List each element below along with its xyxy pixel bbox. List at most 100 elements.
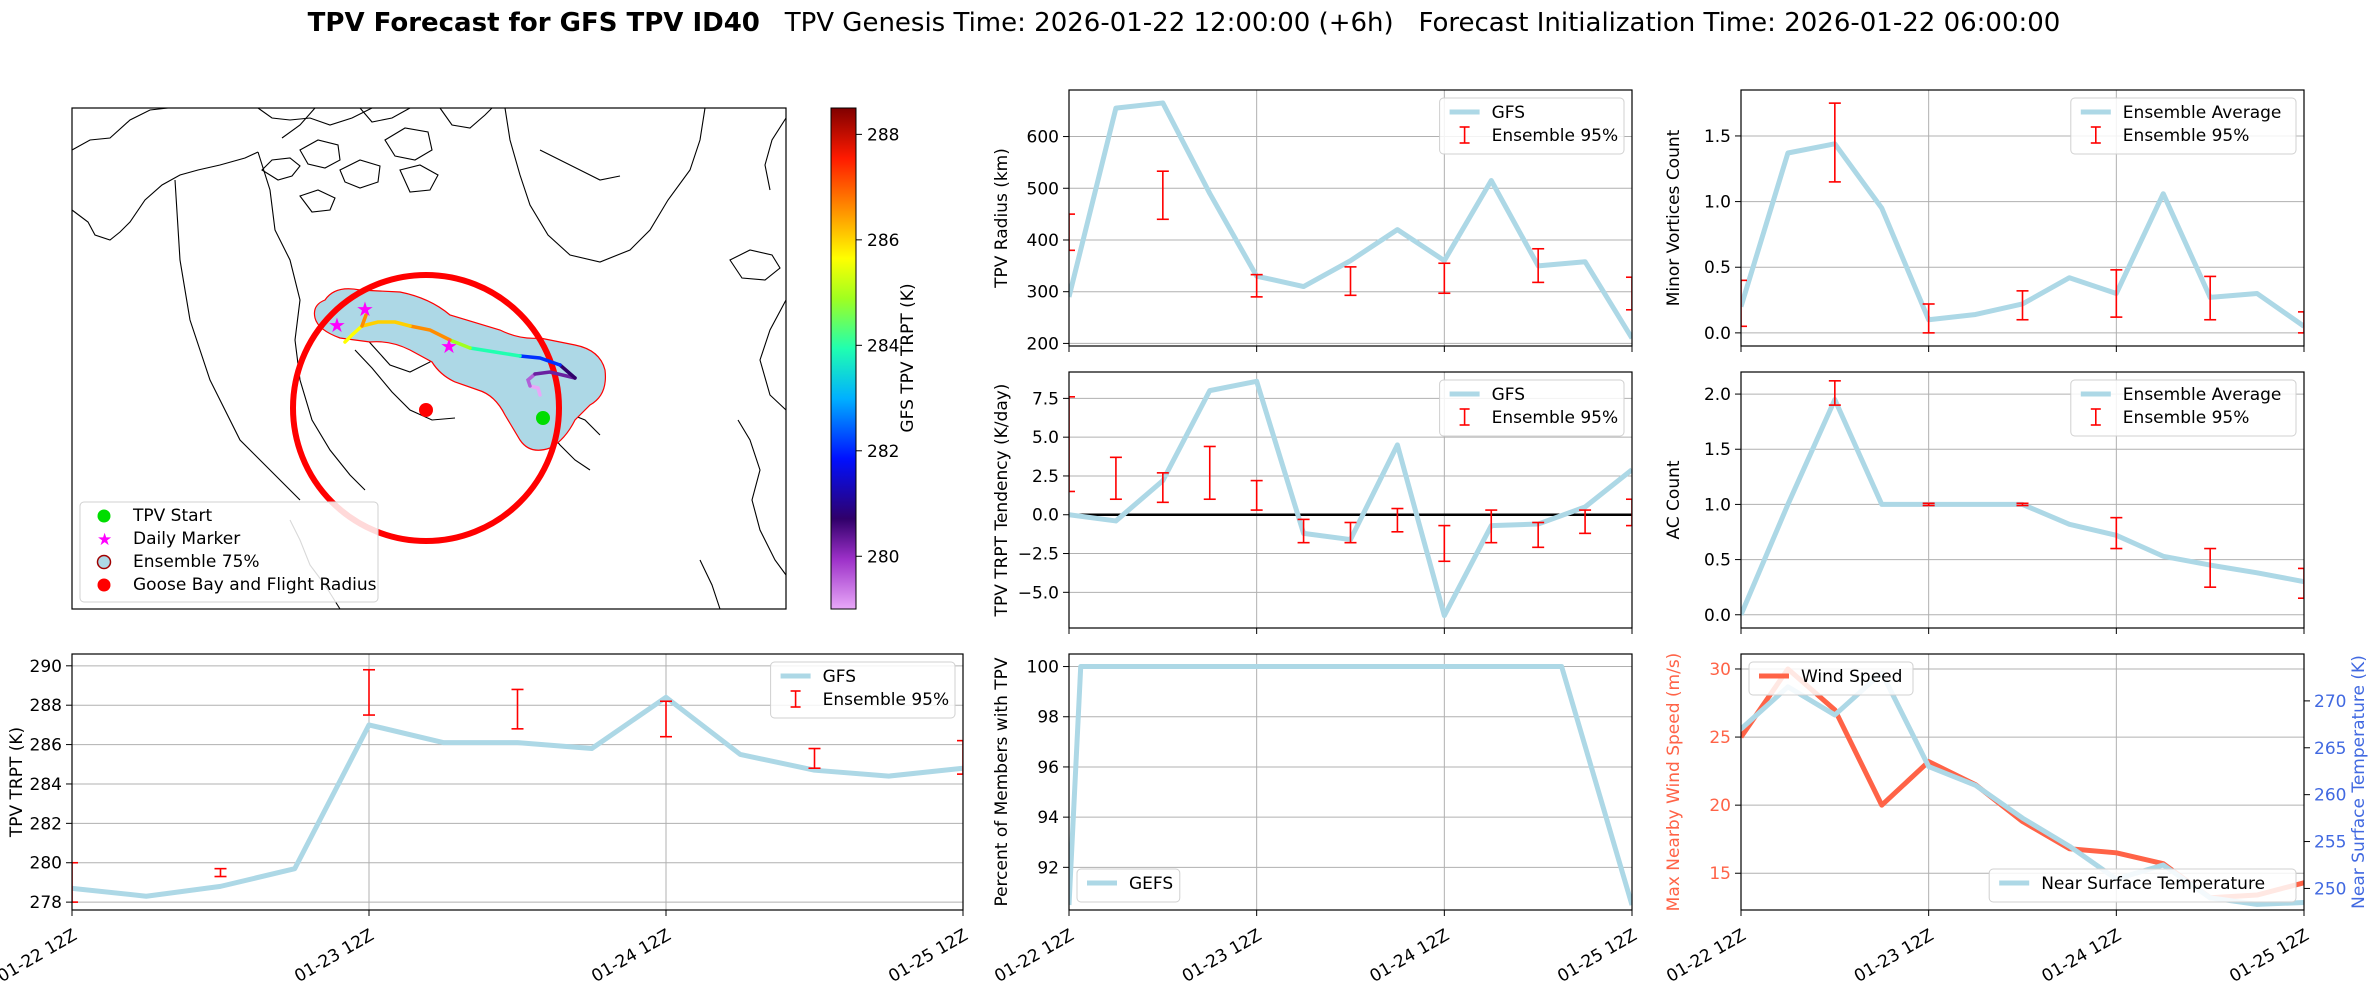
legend-goose-bay-label: Goose Bay and Flight Radius — [133, 575, 377, 595]
x-tick-label: 01-25 12Z — [1554, 925, 1640, 982]
daily-marker: ★ — [440, 334, 458, 358]
x-tick-label: 01-23 12Z — [291, 925, 377, 982]
figure-title: TPV Forecast for GFS TPV ID40 TPV Genesi… — [0, 8, 2368, 38]
errorbar — [1109, 456, 1122, 501]
chart-legend-label: Ensemble 95% — [2123, 126, 2250, 146]
errorbar — [363, 668, 375, 716]
chart-legend-box — [1076, 868, 1181, 903]
axes-frame — [1740, 371, 2305, 629]
errorbar — [1438, 262, 1451, 295]
colorbar-tick-label: 284 — [867, 336, 899, 356]
errorbar — [2204, 547, 2217, 588]
goose-bay-marker — [419, 403, 433, 417]
y-tick-label: 600 — [1027, 128, 1059, 148]
y2-tick-label: 265 — [2314, 739, 2346, 759]
errorbar — [1532, 521, 1545, 549]
map-legend: TPV Start ★ Daily Marker Ensemble 75% Go… — [79, 501, 379, 603]
y-tick-label: 100 — [1027, 658, 1059, 678]
plot-area — [1741, 102, 2304, 334]
errorbar — [214, 867, 227, 878]
chart-legend-label: Ensemble 95% — [1492, 408, 1619, 428]
y-tick-label: 0.5 — [1704, 258, 1731, 278]
tpv-start-marker — [536, 411, 550, 425]
errorbar — [72, 861, 78, 903]
x-tick-label: 01-24 12Z — [2039, 925, 2125, 982]
y-axis-label: TPV Radius (km) — [992, 148, 1012, 289]
errorbar — [2110, 516, 2123, 550]
y-tick-label: 7.5 — [1032, 389, 1059, 409]
errorbar — [1532, 247, 1545, 284]
y-tick-label: −5.0 — [1018, 583, 1059, 603]
colorbar-ticks: 280 282 284 286 288 — [856, 125, 899, 567]
y-tick-label: 15 — [1709, 864, 1731, 884]
chart-tendency: −5.0 −2.5 0.0 2.5 5.0 7.5 TPV TRPT Tendency (K… — [992, 371, 1633, 634]
y-axis-label: TPV TRPT (K) — [7, 727, 27, 838]
x-tick-label: 01-23 12Z — [1179, 925, 1265, 982]
series-line-wind — [1741, 666, 2304, 901]
colorbar-tick-label: 286 — [867, 231, 899, 251]
y2-tick-label: 250 — [2314, 879, 2346, 899]
y-axis-label: TPV TRPT Tendency (K/day) — [992, 384, 1012, 618]
chart-legend-box — [1748, 661, 1914, 696]
legend-goose-bay-marker — [97, 578, 111, 592]
goose-bay-flight-radius — [290, 272, 562, 544]
errorbar — [2298, 311, 2304, 334]
chart-minor: 0.0 0.5 1.0 1.5 Minor Vortices Count Ensemble… — [1664, 89, 2305, 352]
chart-legend-label: GFS — [823, 667, 856, 687]
chart-legend: Wind Speed — [1748, 661, 1914, 696]
daily-marker: ★ — [356, 297, 374, 321]
errorbar — [1485, 509, 1498, 544]
map-legend-box — [79, 501, 379, 603]
errorbar — [1069, 396, 1075, 493]
daily-markers: ★ ★ ★ — [328, 297, 458, 358]
charts-layer: 200 300 400 500 600 TPV Radius (km) GFS Ensembl… — [0, 89, 2368, 982]
chart-legend-box — [2070, 379, 2297, 437]
chart-percent: 92 94 96 98 100 Percent of Members with TPV 01… — [991, 653, 1641, 982]
axes-frame — [1068, 653, 1633, 911]
colorbar: 280 282 284 286 288 GFS TPV TRPT (K) — [830, 107, 918, 610]
plot-area — [1069, 664, 1632, 906]
chart-legend: Ensemble Average Ensemble 95% — [2070, 97, 2297, 155]
x-tick-label: 01-22 12Z — [1663, 925, 1749, 982]
y-tick-label: 278 — [30, 893, 62, 913]
y-tick-label: 2.0 — [1704, 385, 1731, 405]
errorbar — [1344, 521, 1357, 544]
chart-legend-label: GEFS — [1129, 874, 1173, 894]
errorbar — [1391, 507, 1404, 533]
legend-daily-marker-label: Daily Marker — [133, 529, 240, 549]
figure-title-init: Forecast Initialization Time: 2026-01-22… — [1418, 8, 2061, 38]
plot-area — [1069, 378, 1632, 619]
chart-legend: Near Surface Temperature — [1988, 868, 2297, 903]
plot-area — [72, 668, 963, 903]
errorbar — [1156, 170, 1169, 221]
y-tick-label: 1.0 — [1704, 495, 1731, 515]
chart-legend: GEFS — [1076, 868, 1181, 903]
errorbar — [2298, 567, 2304, 600]
errorbar — [1828, 380, 1841, 406]
chart-radius: 200 300 400 500 600 TPV Radius (km) GFS Ensembl… — [992, 89, 1633, 354]
colorbar-tick-label: 282 — [867, 442, 899, 462]
y-tick-label: 0.0 — [1704, 606, 1731, 626]
chart-legend: GFS Ensemble 95% — [1439, 97, 1625, 155]
y-tick-label: 286 — [30, 736, 62, 756]
chart-legend-box — [1439, 379, 1625, 437]
chart-legend-label: GFS — [1492, 385, 1525, 405]
chart-legend-label: Ensemble 95% — [2123, 408, 2250, 428]
x-tick-label: 01-25 12Z — [2226, 925, 2312, 982]
y-axis-label: AC Count — [1664, 460, 1684, 539]
y2-axis-label: Near Surface Temperature (K) — [2349, 655, 2368, 909]
series-line — [1069, 664, 1632, 906]
axes-frame — [1740, 653, 2305, 911]
chart-trpt: 278 280 282 284 286 288 290 TPV TRPT (K) 01-22 1… — [0, 653, 972, 982]
legend-tpv-start-marker — [97, 509, 111, 523]
y-tick-label: 290 — [30, 657, 62, 677]
legend-tpv-start-label: TPV Start — [132, 506, 213, 526]
chart-legend-label: Near Surface Temperature — [2041, 874, 2265, 894]
y-tick-label: 300 — [1027, 283, 1059, 303]
y-tick-label: 30 — [1709, 660, 1731, 680]
errorbar — [2110, 269, 2123, 318]
errorbar — [2016, 290, 2029, 321]
chart-legend-box — [1988, 868, 2297, 903]
x-tick-label: 01-24 12Z — [1367, 925, 1453, 982]
y-tick-label: 92 — [1037, 858, 1059, 878]
